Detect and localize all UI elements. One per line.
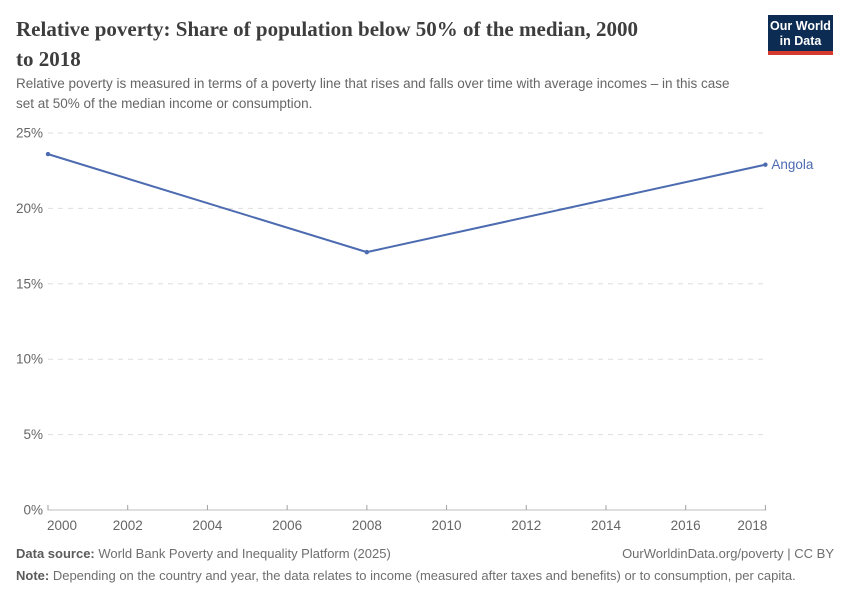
data-source-row: Data source: World Bank Poverty and Ineq…: [16, 546, 391, 561]
data-point: [364, 249, 370, 255]
x-tick-label: 2014: [591, 518, 622, 533]
x-tick-label: 2012: [511, 518, 541, 533]
y-tick-label: 15%: [16, 276, 43, 291]
y-tick-label: 25%: [16, 126, 43, 141]
x-tick-label: 2000: [47, 518, 77, 533]
chart-subtitle: Relative poverty is measured in terms of…: [16, 76, 730, 111]
note-value: Depending on the country and year, the d…: [49, 568, 796, 583]
x-tick-label: 2008: [352, 518, 382, 533]
data-source-value: World Bank Poverty and Inequality Platfo…: [94, 546, 391, 561]
data-line: [47, 153, 767, 254]
x-tick-label: 2018: [737, 518, 767, 533]
y-tick-label: 10%: [16, 352, 43, 367]
y-tick-label: 5%: [23, 427, 43, 442]
data-point: [763, 162, 768, 167]
x-tick-label: 2010: [432, 518, 462, 533]
note-label: Note:: [16, 568, 50, 583]
owid-logo-line2: in Data: [779, 33, 822, 48]
note-row: Note: Depending on the country and year,…: [16, 568, 826, 583]
y-tick-label: 20%: [16, 201, 43, 216]
owid-logo: Our World in Data: [768, 15, 833, 55]
owid-logo-line1: Our World: [770, 19, 831, 33]
y-tick-label: 0%: [23, 503, 43, 518]
x-tick-label: 2006: [272, 518, 302, 533]
x-tick-label: 2016: [671, 518, 701, 533]
x-tick-label: 2004: [192, 518, 223, 533]
page-title: Relative poverty: Share of population be…: [16, 17, 639, 71]
owid-link[interactable]: OurWorldinData.org/poverty | CC BY: [622, 546, 834, 561]
x-tick-label: 2002: [113, 518, 143, 533]
data-source-label: Data source:: [16, 546, 95, 561]
entity-label: Angola: [771, 157, 814, 172]
data-point: [45, 151, 51, 157]
